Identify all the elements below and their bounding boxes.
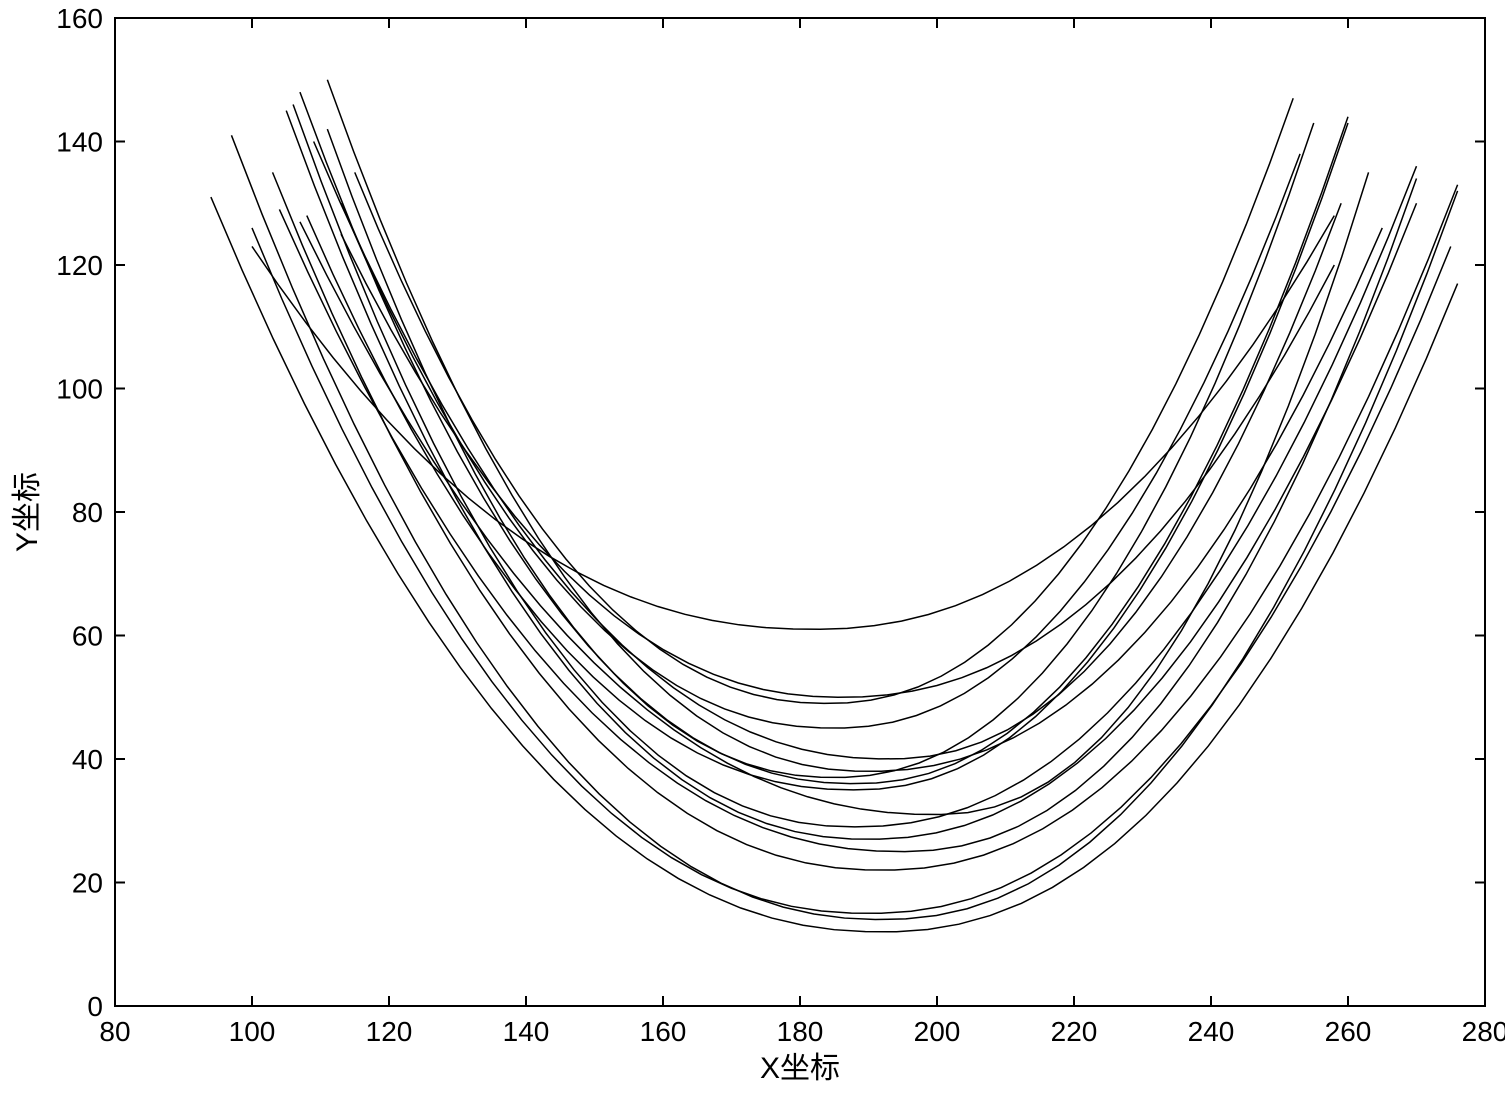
curve-4 <box>279 179 1416 852</box>
y-tick-label: 40 <box>72 744 103 775</box>
y-tick-label: 0 <box>87 991 103 1022</box>
curve-12 <box>314 142 1342 759</box>
x-axis-label: X坐标 <box>760 1052 840 1085</box>
curves-group <box>211 80 1458 932</box>
x-tick-label: 140 <box>503 1016 550 1047</box>
y-tick-label: 80 <box>72 497 103 528</box>
y-tick-label: 60 <box>72 621 103 652</box>
curve-16 <box>252 216 1334 630</box>
x-tick-label: 180 <box>777 1016 824 1047</box>
x-tick-label: 80 <box>99 1016 130 1047</box>
x-tick-label: 240 <box>1188 1016 1235 1047</box>
y-axis-ticks: 0 20 40 60 80 100 120 140 160 <box>56 3 1485 1022</box>
x-axis-ticks: 80 100 120 140 160 180 200 220 240 260 280 <box>99 18 1505 1047</box>
curve-15 <box>341 234 1334 697</box>
curve-10 <box>327 123 1313 777</box>
x-tick-label: 260 <box>1325 1016 1372 1047</box>
x-tick-label: 220 <box>1051 1016 1098 1047</box>
curve-0 <box>211 197 1458 932</box>
line-chart: 80 100 120 140 160 180 200 220 240 260 280 0 20 40 60… <box>0 0 1505 1097</box>
y-axis-label: Y坐标 <box>11 472 44 552</box>
x-tick-label: 160 <box>640 1016 687 1047</box>
y-tick-label: 100 <box>56 374 103 405</box>
x-tick-label: 200 <box>914 1016 961 1047</box>
curve-11 <box>327 80 1382 771</box>
x-tick-label: 120 <box>366 1016 413 1047</box>
curve-8 <box>307 123 1348 790</box>
y-tick-label: 140 <box>56 127 103 158</box>
x-tick-label: 280 <box>1462 1016 1505 1047</box>
y-tick-label: 120 <box>56 250 103 281</box>
curve-6 <box>293 104 1416 826</box>
x-tick-label: 100 <box>229 1016 276 1047</box>
curve-1 <box>231 135 1457 919</box>
curve-5 <box>286 111 1416 840</box>
y-tick-label: 20 <box>72 868 103 899</box>
chart-container: 80 100 120 140 160 180 200 220 240 260 280 0 20 40 60… <box>0 0 1505 1097</box>
y-tick-label: 160 <box>56 3 103 34</box>
curve-3 <box>273 172 1458 870</box>
